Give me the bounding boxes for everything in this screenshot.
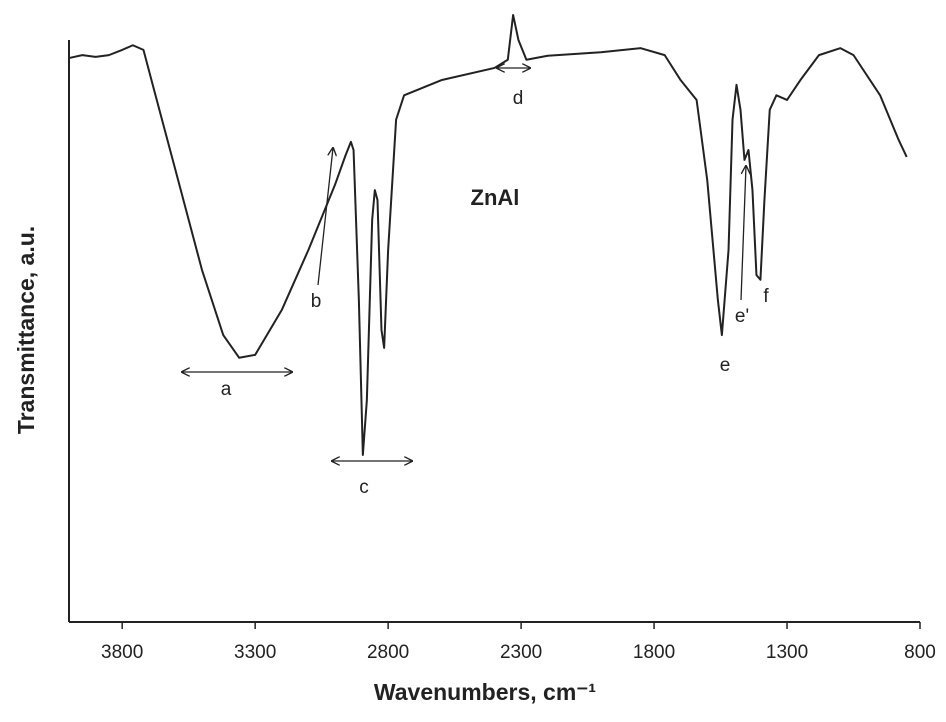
x-tick-label: 1300: [766, 642, 808, 663]
x-axis-label: Wavenumbers, cm⁻¹: [374, 679, 596, 705]
annotation: e': [735, 306, 749, 327]
annotation: a: [221, 379, 232, 400]
annotation: e: [720, 355, 731, 376]
spectrum-line: [68, 13, 908, 456]
x-tick-label: 2800: [367, 642, 409, 663]
x-tick-label: 800: [904, 642, 936, 663]
chart-title: ZnAl: [471, 185, 520, 210]
annotation: d: [513, 88, 524, 109]
x-tick-label: 3300: [234, 642, 276, 663]
annotation: b: [311, 291, 322, 312]
annotation: c: [359, 477, 369, 498]
y-axis-label: Transmittance, a.u.: [13, 226, 39, 434]
annotation: f: [763, 286, 769, 307]
x-tick-label: 2300: [500, 642, 542, 663]
x-tick-label: 3800: [101, 642, 143, 663]
x-tick-label: 1800: [633, 642, 675, 663]
annotation-arrows: [182, 68, 746, 461]
